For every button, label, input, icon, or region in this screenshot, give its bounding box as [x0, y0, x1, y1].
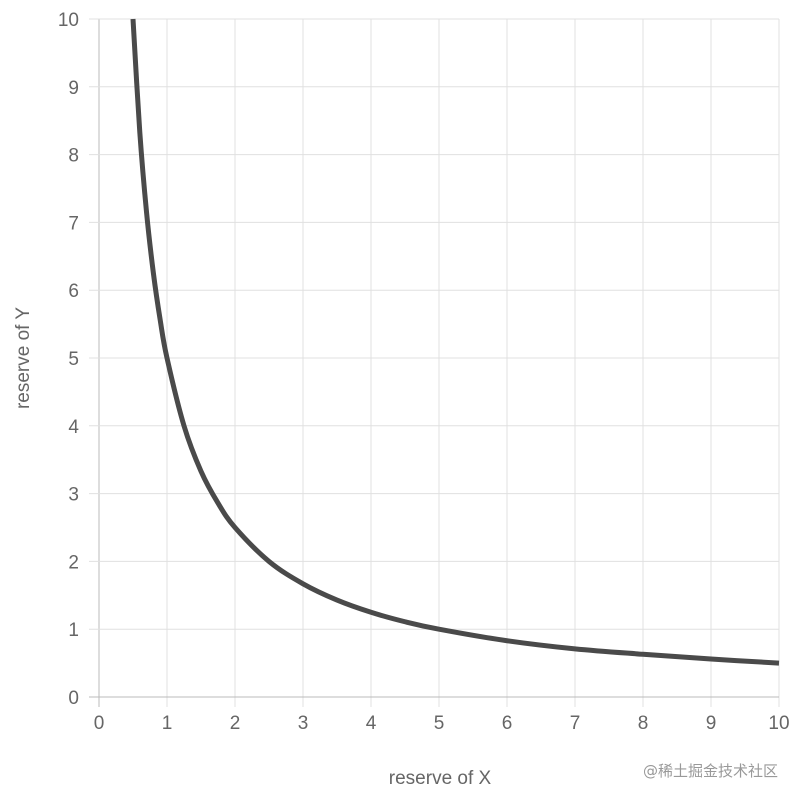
y-tick-label: 10	[58, 10, 79, 31]
y-tick-label: 4	[68, 417, 79, 438]
x-tick-label: 5	[434, 713, 445, 734]
x-tick-label: 8	[638, 713, 649, 734]
x-axis-title: reserve of X	[389, 768, 492, 789]
x-tick-label: 1	[162, 713, 173, 734]
y-tick-label: 0	[68, 688, 79, 709]
x-tick-label: 7	[570, 713, 581, 734]
x-tick-label: 0	[94, 713, 105, 734]
x-tick-label: 9	[706, 713, 717, 734]
y-tick-label: 1	[68, 620, 79, 641]
x-tick-label: 10	[768, 713, 789, 734]
tick-labels: 0 1 2 3 4 5 6 7 8 9 10 0 1 2 3 4 5 6 7 8 9 10	[58, 10, 790, 734]
y-tick-label: 6	[68, 281, 79, 302]
y-axis-title: reserve of Y	[13, 307, 34, 409]
x-tick-label: 3	[298, 713, 309, 734]
grid	[89, 18, 780, 707]
x-tick-label: 6	[502, 713, 513, 734]
y-tick-label: 5	[68, 349, 79, 370]
y-tick-label: 9	[68, 78, 79, 99]
x-tick-label: 2	[230, 713, 241, 734]
y-tick-label: 7	[68, 213, 79, 234]
y-tick-label: 2	[68, 552, 79, 573]
watermark: @稀土掘金技术社区	[643, 762, 778, 780]
y-tick-label: 8	[68, 146, 79, 167]
y-tick-label: 3	[68, 485, 79, 506]
series-line	[130, 18, 780, 666]
x-tick-label: 4	[366, 713, 377, 734]
